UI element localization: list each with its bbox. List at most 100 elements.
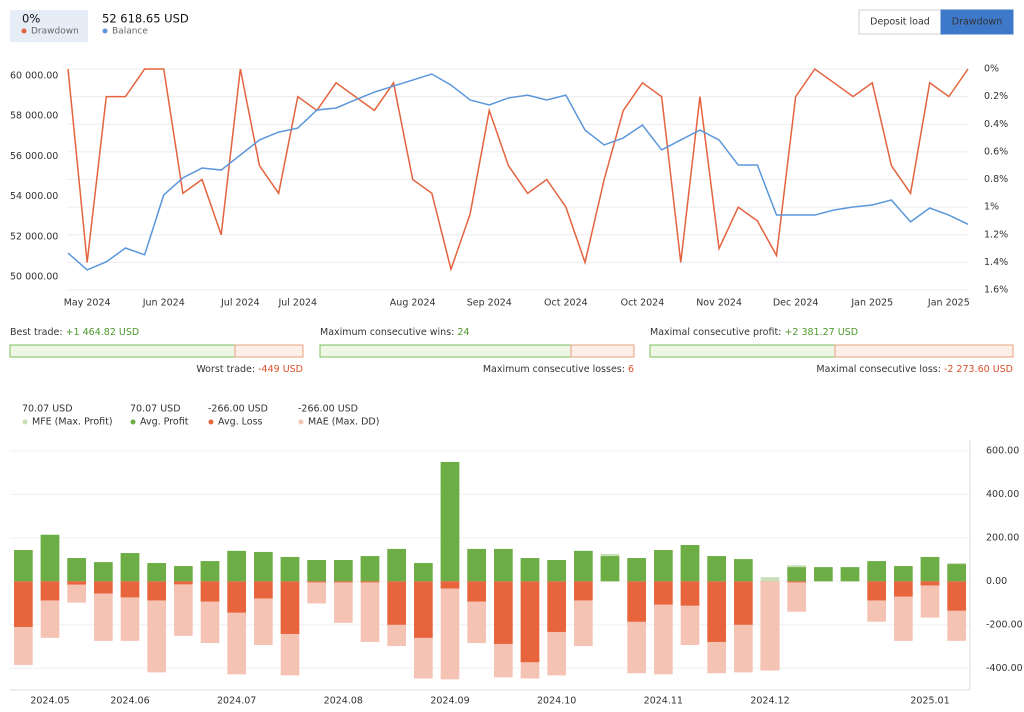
x-tick-label: Aug 2024 [390, 298, 436, 309]
bar [920, 556, 940, 582]
bar [40, 581, 60, 601]
legend-label: Avg. Profit [140, 417, 189, 428]
y2-tick-label: 1% [984, 202, 999, 213]
bar [120, 553, 140, 582]
bar [520, 558, 540, 582]
bar [334, 560, 353, 582]
stat-value: -2 273.60 USD [944, 364, 1013, 375]
bar [734, 581, 753, 625]
legend-dot [21, 28, 27, 34]
bar [920, 581, 940, 586]
bar [94, 562, 113, 582]
tab-button-label[interactable]: Drawdown [952, 17, 1002, 28]
legend-value: -266.00 USD [298, 404, 358, 415]
bar [494, 548, 513, 582]
bar [440, 581, 460, 680]
bar [387, 548, 406, 582]
y-tick-label: 600.00 [986, 445, 1019, 456]
bar [280, 581, 300, 634]
y2-tick-label: 0.8% [984, 174, 1008, 185]
y-tick-label: 52 000.00 [10, 231, 58, 242]
bar [14, 581, 33, 627]
y-tick-label: 200.00 [986, 532, 1019, 543]
bar [547, 560, 566, 582]
bar [307, 581, 326, 583]
x-tick-label: Jan 2025 [850, 298, 893, 309]
legend-dot [208, 419, 214, 425]
bar [174, 581, 193, 636]
bar [814, 567, 833, 582]
y2-tick-label: 0.4% [984, 119, 1008, 130]
bar [787, 581, 806, 612]
stat-value: +2 381.27 USD [784, 327, 858, 338]
tab-button-label[interactable]: Deposit load [870, 17, 930, 28]
bar [147, 581, 166, 601]
bar [227, 550, 246, 582]
drawdown-current: 0% [22, 12, 40, 26]
x-tick-label: Nov 2024 [696, 298, 742, 309]
drawdown-box [10, 10, 88, 42]
bar [494, 581, 513, 644]
bar [200, 581, 220, 602]
legend-dot [130, 419, 136, 425]
legend-label: MFE (Max. Profit) [32, 417, 113, 428]
tab-button[interactable] [940, 9, 1014, 35]
legend-dot [102, 28, 108, 34]
tab-button[interactable] [858, 9, 942, 35]
x-tick-label: 2024.08 [324, 696, 363, 707]
x-tick-label: 2025.01 [910, 696, 949, 707]
bar [14, 550, 33, 582]
y-tick-label: 0.00 [986, 576, 1007, 587]
bar [307, 581, 326, 604]
bar [600, 556, 620, 582]
bar [574, 581, 593, 601]
bar [360, 556, 380, 582]
y2-tick-label: 0% [984, 64, 999, 75]
bar [680, 581, 700, 606]
y2-tick-label: 1.4% [984, 257, 1008, 268]
stat-value: 24 [457, 327, 469, 338]
y-tick-label: 54 000.00 [10, 191, 58, 202]
bar [787, 567, 806, 582]
bar [947, 564, 966, 582]
y-tick-label: 50 000.00 [10, 271, 58, 282]
x-tick-label: 2024.07 [217, 696, 256, 707]
stat-bottom: Maximal consecutive loss: -2 273.60 USD [816, 364, 1013, 375]
stat-bar-good [319, 344, 572, 358]
x-tick-label: Sep 2024 [467, 298, 512, 309]
stat-bar-bad [570, 344, 635, 358]
x-tick-label: May 2024 [64, 298, 111, 309]
bar [760, 577, 780, 582]
stat-value: +1 464.82 USD [66, 327, 140, 338]
bar [707, 581, 726, 642]
bar [280, 556, 300, 582]
x-tick-label: 2024.10 [537, 696, 576, 707]
bar [254, 581, 273, 599]
stat-label: Maximum consecutive losses: [483, 364, 625, 375]
y2-tick-label: 0.2% [984, 91, 1008, 102]
bar [707, 556, 726, 582]
bar [174, 581, 193, 585]
series-line [67, 73, 969, 271]
bar [894, 581, 913, 597]
x-tick-label: 2024.09 [430, 696, 469, 707]
stat-label: Best trade: [10, 327, 63, 338]
legend-dot [298, 419, 304, 425]
y2-tick-label: 1.2% [984, 229, 1008, 240]
bar [947, 581, 966, 611]
y-tick-label: -400.00 [986, 663, 1023, 674]
bar [334, 581, 353, 623]
x-tick-label: 2024.12 [750, 696, 789, 707]
y-tick-label: 56 000.00 [10, 151, 58, 162]
bar [414, 563, 433, 582]
bar [360, 581, 380, 642]
y-tick-label: -200.00 [986, 619, 1023, 630]
bar [94, 581, 113, 641]
stat-bar-bad [234, 344, 304, 358]
bar [147, 581, 166, 673]
bar [627, 581, 646, 622]
legend-value: -266.00 USD [208, 404, 268, 415]
bar [787, 581, 806, 583]
bar [654, 550, 673, 582]
stat-bar-good [9, 344, 236, 358]
